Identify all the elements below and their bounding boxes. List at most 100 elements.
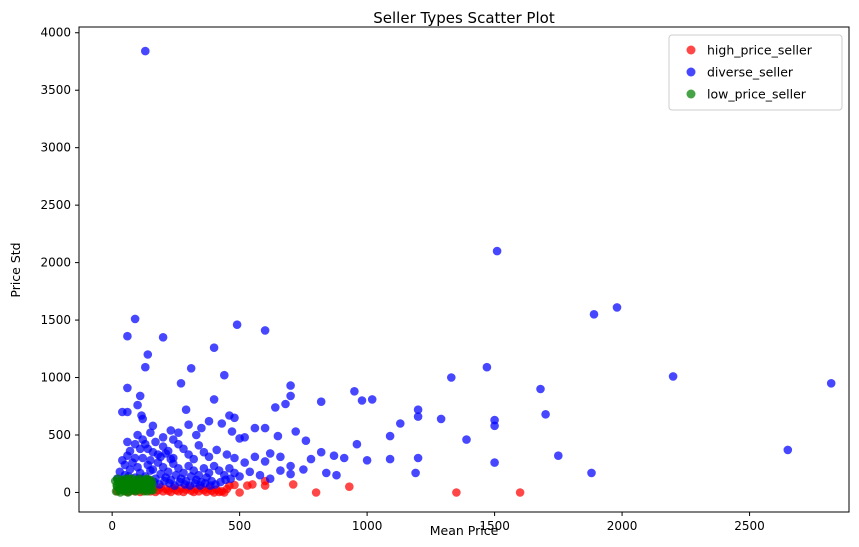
data-point <box>204 416 214 426</box>
x-tick-label: 1500 <box>479 519 510 533</box>
data-point <box>212 445 221 455</box>
x-axis: 0 500 1000 1500 2000 2500 <box>108 512 765 533</box>
data-point <box>133 400 142 410</box>
data-point <box>350 387 359 396</box>
data-point <box>322 468 331 478</box>
data-point <box>123 383 132 393</box>
data-point <box>250 452 260 462</box>
data-point <box>515 488 525 497</box>
data-point <box>123 488 133 497</box>
data-point <box>138 453 147 463</box>
data-point <box>146 456 155 465</box>
data-point <box>260 423 270 433</box>
data-point <box>161 449 170 458</box>
data-point <box>146 428 155 438</box>
data-point <box>271 403 280 412</box>
data-point <box>541 410 550 419</box>
data-point <box>158 333 168 342</box>
data-point <box>197 423 206 433</box>
points-layer <box>110 46 836 497</box>
legend-marker <box>686 89 696 99</box>
data-point <box>230 480 239 490</box>
data-point <box>826 379 836 388</box>
data-point <box>447 373 456 382</box>
legend-marker <box>686 67 696 77</box>
data-point <box>329 451 339 461</box>
data-point <box>286 461 295 471</box>
data-point <box>146 485 156 495</box>
data-point <box>151 437 160 447</box>
data-point <box>301 436 311 446</box>
data-point <box>452 488 461 497</box>
legend-marker <box>686 45 696 55</box>
data-point <box>260 326 270 335</box>
data-point <box>240 458 249 467</box>
data-point <box>413 412 423 421</box>
data-point <box>235 472 244 481</box>
data-point <box>222 450 232 459</box>
data-point <box>248 480 257 489</box>
x-tick-label: 2000 <box>607 519 638 533</box>
data-point <box>490 458 499 467</box>
plot-frame <box>78 26 850 513</box>
data-point <box>286 391 295 401</box>
data-point <box>332 470 341 480</box>
data-point <box>179 444 188 454</box>
data-point <box>668 372 678 381</box>
data-point <box>265 449 275 458</box>
data-point <box>783 445 793 455</box>
data-point <box>260 457 270 466</box>
y-tick-label: 4000 <box>40 26 71 40</box>
y-tick-label: 1000 <box>40 371 71 385</box>
data-point <box>209 395 219 404</box>
y-tick-label: 2000 <box>40 256 71 270</box>
data-point <box>612 303 622 312</box>
data-point <box>123 331 132 341</box>
x-tick-label: 0 <box>108 519 116 533</box>
data-point <box>286 381 295 390</box>
data-point <box>413 453 423 463</box>
legend-label: low_price_seller <box>707 87 807 102</box>
y-tick-label: 3000 <box>40 141 71 155</box>
data-point <box>141 439 150 449</box>
data-point <box>217 419 227 428</box>
data-point <box>316 397 326 407</box>
legend-label: high_price_seller <box>707 43 813 58</box>
data-point <box>184 420 193 430</box>
data-point <box>311 488 321 497</box>
data-point <box>587 468 596 478</box>
data-point <box>148 421 158 431</box>
data-point <box>286 469 295 479</box>
data-point <box>385 431 395 441</box>
y-tick-label: 2500 <box>40 198 71 212</box>
data-point <box>120 460 130 470</box>
data-point <box>281 399 290 409</box>
data-point <box>123 437 132 447</box>
data-point <box>345 482 354 492</box>
legend-box <box>668 34 843 111</box>
data-point <box>273 431 283 441</box>
data-point <box>316 447 326 457</box>
data-point <box>362 456 372 465</box>
x-tick-label: 1000 <box>352 519 383 533</box>
data-point <box>299 465 308 474</box>
data-point <box>176 379 186 388</box>
data-point <box>135 391 145 401</box>
data-point <box>232 320 242 330</box>
data-point <box>209 343 219 353</box>
data-point <box>490 421 499 431</box>
data-point <box>227 427 237 436</box>
data-point <box>554 451 563 461</box>
data-point <box>536 384 545 394</box>
y-tick-label: 0 <box>63 485 71 499</box>
data-point <box>133 430 142 440</box>
data-point <box>141 46 150 56</box>
data-point <box>385 454 395 464</box>
data-point <box>265 474 275 484</box>
y-tick-label: 3500 <box>40 83 71 97</box>
data-point <box>138 414 147 424</box>
data-point <box>276 466 285 475</box>
data-point <box>367 395 377 404</box>
data-point <box>339 453 349 463</box>
